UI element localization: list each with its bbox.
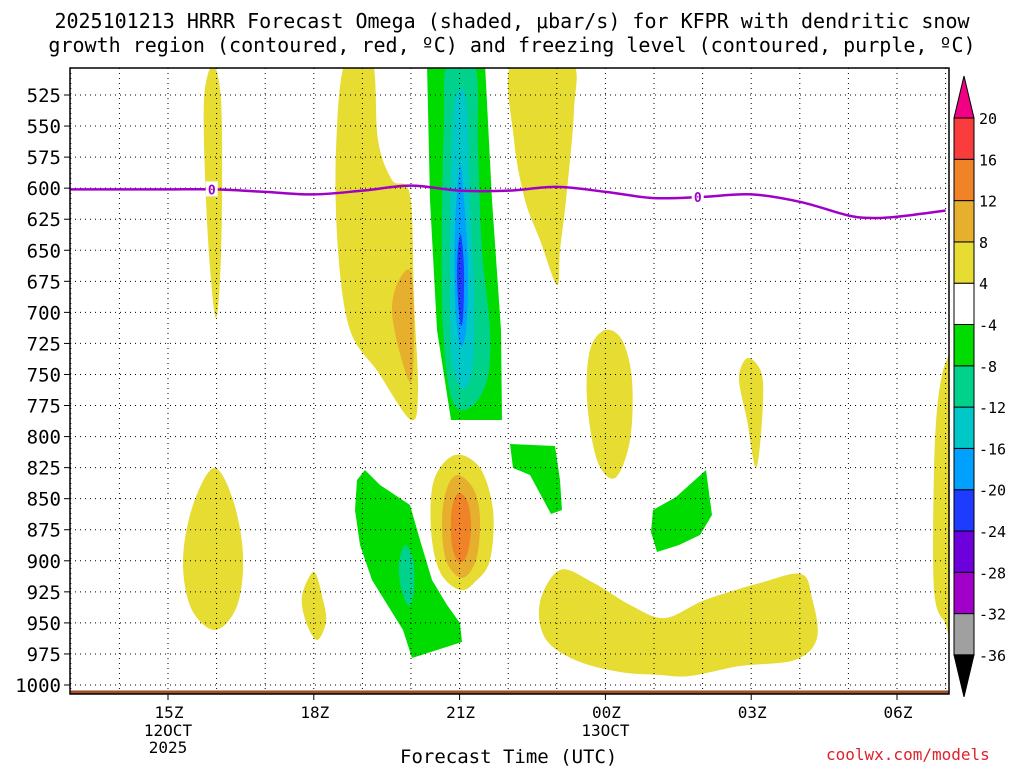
y-tick-label-625: 625 [27, 209, 61, 231]
colorbar-label-12: 12 [979, 193, 997, 211]
colorbar-box-8 [953, 282, 975, 326]
freezing-level-label-bg [205, 181, 218, 197]
colorbar-label--20: -20 [979, 482, 1006, 500]
chart-title-line-2: growth region (contoured, red, ºC) and f… [48, 33, 976, 57]
colorbar-box-10 [953, 200, 975, 243]
omega-blob-gold-1930z [391, 269, 414, 383]
x-tick-sublabel: 2025 [149, 738, 188, 757]
omega-blob-yellow-03z [738, 357, 764, 468]
omega-teal-2000z [398, 544, 415, 607]
colorbar-box-9 [953, 241, 975, 284]
omega-blob-yellow-2230z [507, 68, 577, 286]
omega-blob-yellow-0630z [933, 354, 949, 638]
colorbar-label--12: -12 [979, 399, 1006, 417]
colorbar-box-1 [953, 571, 975, 615]
y-tick-label-900: 900 [27, 551, 61, 573]
y-tick-label-575: 575 [27, 147, 61, 169]
y-tick-label-750: 750 [27, 364, 61, 386]
watermark: coolwx.com/models [826, 745, 990, 764]
ground-bar [70, 690, 949, 694]
colorbar: 20 16 12 8 4 -4 -8 -12 -16 -20 -24 -28 -32 -36 [953, 75, 1006, 698]
colorbar-box-3 [953, 489, 975, 532]
colorbar-label-20: 20 [979, 110, 997, 128]
y-tick-label-1000: 1000 [15, 675, 61, 697]
y-tick-label-975: 975 [27, 644, 61, 666]
colorbar-box-11 [953, 158, 975, 202]
omega-yellow-1430z [182, 467, 244, 631]
y-tick-label-650: 650 [27, 240, 61, 262]
omega-blob-yellow-0030z [586, 329, 633, 479]
colorbar-over-arrow [953, 75, 975, 119]
y-tick-label-550: 550 [27, 116, 61, 138]
x-tick-sublabel: 13OCT [581, 721, 630, 740]
colorbar-label--28: -28 [979, 564, 1006, 582]
y-tick-label-775: 775 [27, 396, 61, 418]
y-tick-label-675: 675 [27, 271, 61, 293]
colorbar-box-7 [953, 324, 975, 367]
x-tick-label-00Z: 00Z [592, 703, 621, 722]
omega-green-0230z [651, 470, 712, 552]
colorbar-box-4 [953, 447, 975, 491]
x-tick-label-03Z: 03Z [738, 703, 767, 722]
y-tick-label-825: 825 [27, 458, 61, 480]
x-tick-label-21Z: 21Z [446, 703, 475, 722]
colorbar-label--32: -32 [979, 606, 1006, 624]
freezing-level-label: 0 [208, 183, 216, 198]
y-tick-label-800: 800 [27, 427, 61, 449]
omega-yellow-18z [301, 571, 327, 640]
colorbar-box-6 [953, 365, 975, 408]
colorbar-under-arrow [953, 654, 975, 698]
freezing-level-contour: 00 [70, 181, 946, 220]
colorbar-label-8: 8 [979, 234, 988, 252]
plot-frame [69, 67, 950, 695]
y-tick-label-700: 700 [27, 302, 61, 324]
colorbar-label--36: -36 [979, 647, 1006, 665]
y-tick-label-600: 600 [27, 178, 61, 200]
y-tick-label-725: 725 [27, 333, 61, 355]
y-tick-label-525: 525 [27, 85, 61, 107]
x-axis-label: Forecast Time (UTC) [400, 746, 618, 768]
x-tick-sublabel: 12OCT [144, 721, 193, 740]
colorbar-label--16: -16 [979, 440, 1006, 458]
y-tick-label-925: 925 [27, 582, 61, 604]
chart-title-line-1: 2025101213 HRRR Forecast Omega (shaded, … [54, 9, 970, 33]
omega-green-2230z [510, 444, 562, 514]
colorbar-label--4: -4 [979, 317, 997, 335]
colorbar-box-2 [953, 530, 975, 573]
omega-shading [182, 68, 949, 677]
freezing-level-line [70, 184, 946, 220]
y-tick-label-850: 850 [27, 489, 61, 511]
colorbar-box-12 [953, 117, 975, 160]
colorbar-label--8: -8 [979, 358, 997, 376]
freezing-level-label-bg [691, 188, 704, 204]
omega-cell-orange-21z [450, 492, 472, 563]
colorbar-label-4: 4 [979, 275, 988, 293]
colorbar-box-0 [953, 613, 975, 656]
freezing-level-label: 0 [694, 191, 702, 206]
colorbar-label--24: -24 [979, 523, 1006, 541]
omega-plume-blue-21z [456, 234, 465, 326]
x-tick-label-18Z: 18Z [300, 703, 329, 722]
x-tick-label-15Z: 15Z [155, 703, 184, 722]
y-tick-label-875: 875 [27, 520, 61, 542]
colorbar-label-16: 16 [979, 151, 997, 169]
omega-yellow-low-01z-05z [538, 569, 818, 677]
x-tick-label-06Z: 06Z [884, 703, 913, 722]
colorbar-box-5 [953, 406, 975, 449]
y-axis: 525 550 575 600 625 650 675 700 725 750 775 800 825 8… [15, 85, 70, 697]
y-tick-label-950: 950 [27, 613, 61, 635]
